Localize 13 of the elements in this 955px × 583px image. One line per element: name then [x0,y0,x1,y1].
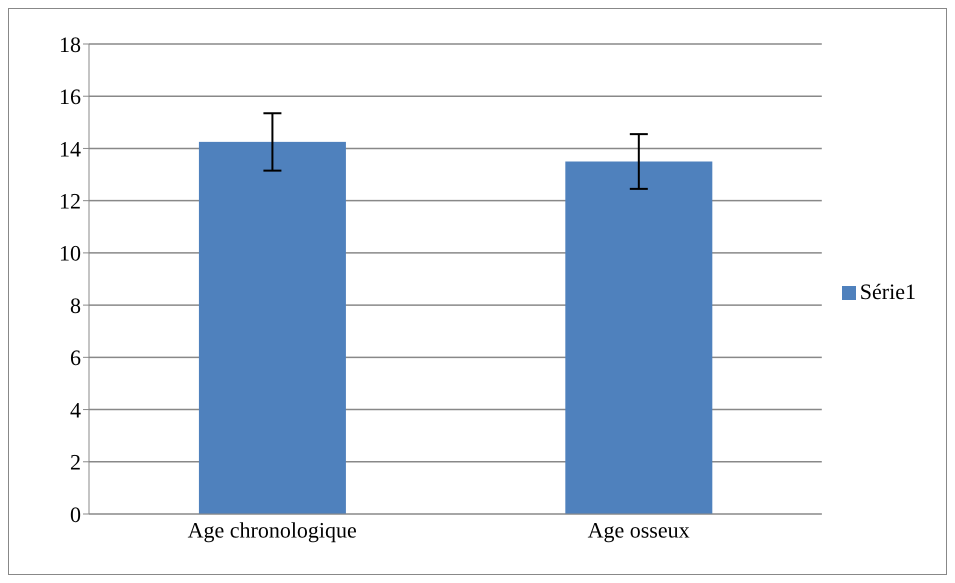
y-tick-label: 14 [59,136,81,162]
y-tick-label: 2 [70,450,81,475]
y-tick-label: 8 [70,292,81,318]
y-tick-label: 10 [59,240,81,266]
y-tick-label: 16 [59,84,81,110]
y-tick-label: 0 [70,502,81,527]
x-tick-label: Age chronologique [188,518,357,543]
y-tick-label: 4 [70,397,81,422]
y-tick-label: 18 [59,32,81,57]
y-tick-label: 6 [70,345,81,370]
y-tick-label: 12 [59,188,81,214]
x-tick-label: Age osseux [588,518,690,543]
legend-label: Série1 [860,278,916,304]
